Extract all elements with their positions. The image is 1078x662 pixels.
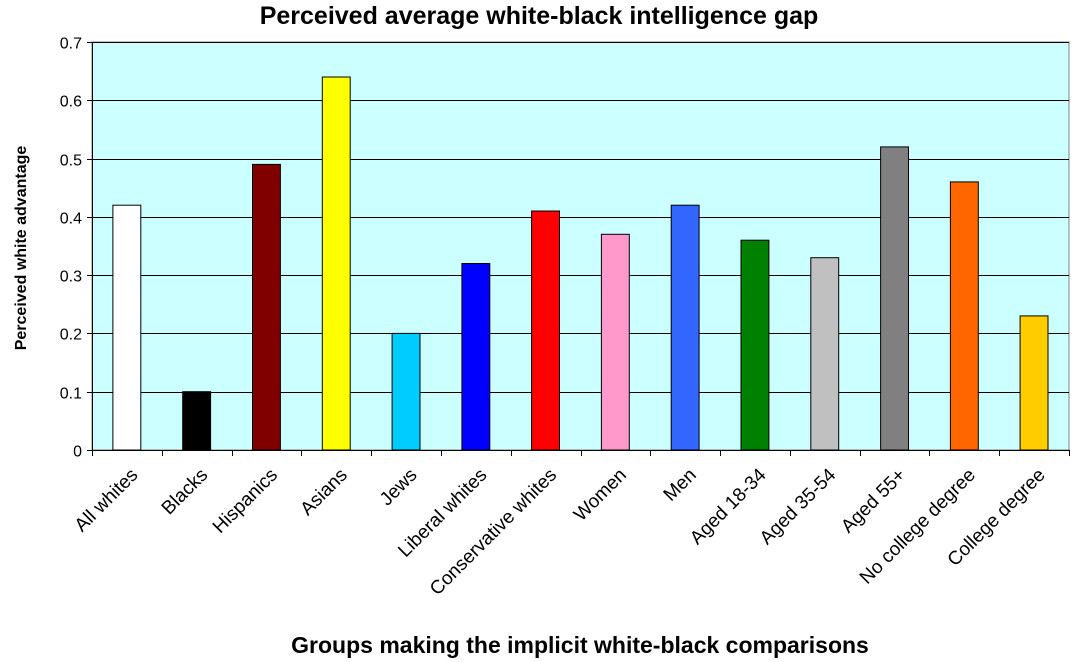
x-tick-label: No college degree [856, 465, 980, 589]
bar-women [600, 233, 630, 451]
y-tick-label: 0.2 [60, 327, 82, 344]
bar-men [670, 204, 700, 451]
bars [112, 76, 1049, 451]
bar-aged-35-54 [810, 257, 840, 451]
x-axis-label: Groups making the implicit white-black c… [291, 632, 869, 658]
x-tick-label: All whites [71, 465, 143, 537]
bar-jews [391, 332, 421, 451]
bar-asians [321, 76, 351, 451]
bar-all-whites [112, 204, 142, 451]
y-tick-label: 0.1 [60, 386, 82, 403]
x-tick-label: Jews [376, 465, 421, 510]
bar-college-degree [1019, 315, 1049, 451]
bar-hispanics [252, 163, 281, 451]
axes [87, 42, 1070, 456]
x-tick-label: Conservative whites [426, 465, 561, 600]
y-tick-label: 0.4 [60, 211, 82, 228]
bar-aged-55- [880, 146, 909, 451]
y-tick-label: 0 [73, 444, 82, 461]
x-tick-label: Women [570, 465, 631, 526]
y-tick-label: 0.5 [60, 153, 82, 170]
chart-title: Perceived average white-black intelligen… [259, 2, 819, 30]
bar-no-college-degree [949, 181, 979, 451]
x-tick-label: Asians [297, 465, 352, 520]
x-tick-label: Aged 35-54 [756, 464, 841, 549]
bar-liberal-whites [461, 263, 491, 451]
y-tick-labels: 0 0.1 0.2 0.3 0.4 0.5 0.6 0.7 [60, 36, 82, 461]
bar-blacks [182, 391, 212, 451]
y-tick-label: 0.6 [60, 94, 82, 111]
y-tick-label: 0.7 [60, 36, 82, 53]
x-tick-label: Men [660, 465, 701, 506]
bar-conservative-whites [531, 210, 560, 451]
plot-area [91, 41, 1070, 451]
y-tick-label: 0.3 [60, 269, 82, 286]
x-tick-label: Hispanics [209, 465, 282, 538]
x-tick-label: Aged 55+ [837, 465, 910, 538]
bar-aged-18-34 [740, 239, 770, 451]
x-tick-label: Blacks [158, 465, 212, 519]
